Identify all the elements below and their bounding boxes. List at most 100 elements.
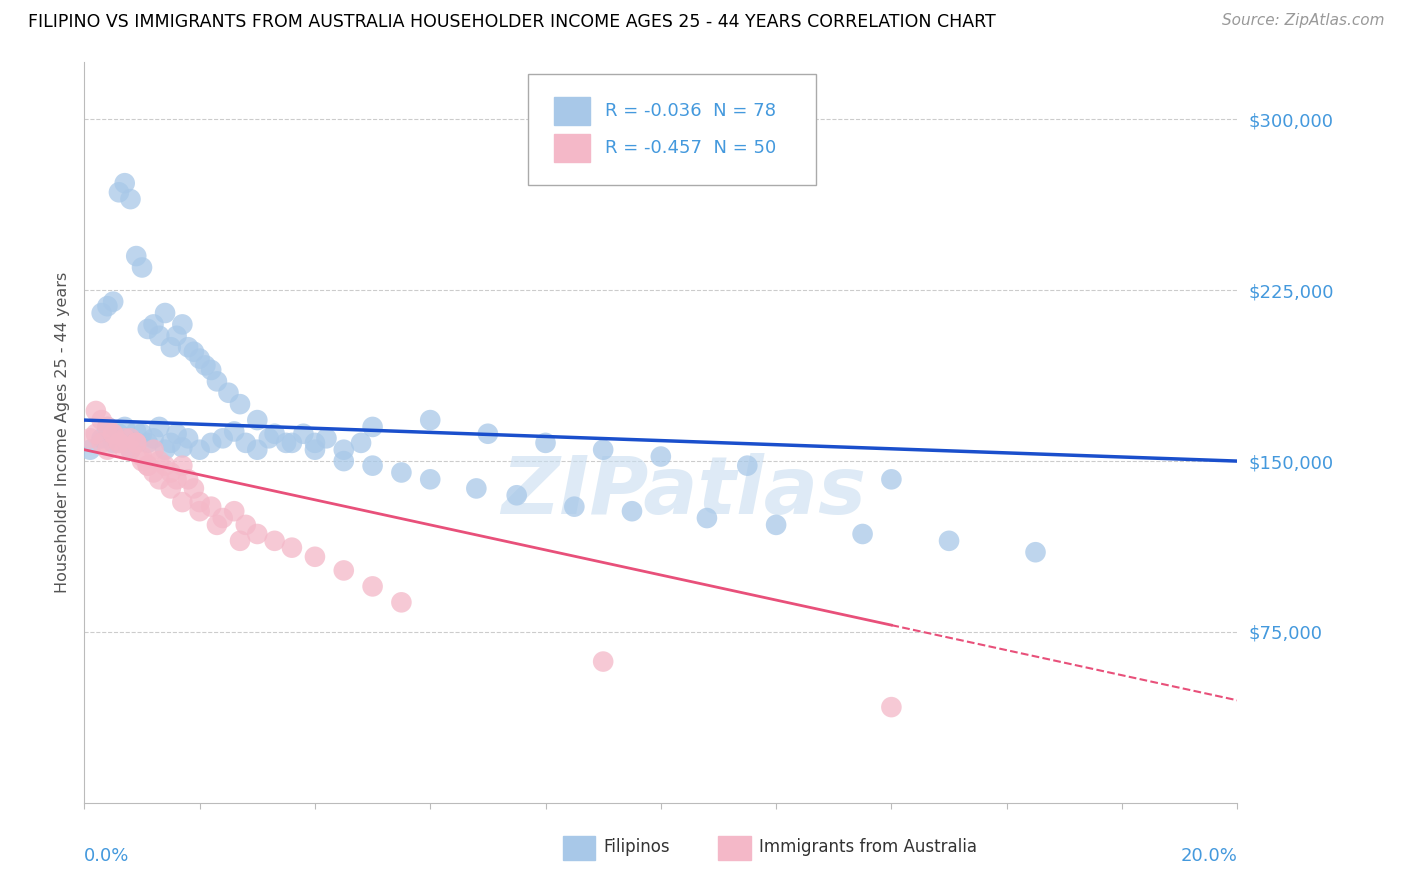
Point bbox=[246, 527, 269, 541]
Point bbox=[211, 511, 233, 525]
Point bbox=[534, 435, 557, 450]
Point bbox=[148, 454, 170, 468]
Point bbox=[419, 472, 441, 486]
Point bbox=[183, 482, 205, 496]
Point bbox=[1025, 545, 1047, 559]
Point bbox=[125, 249, 148, 263]
Point bbox=[148, 328, 170, 343]
Point bbox=[304, 442, 326, 457]
Point bbox=[166, 472, 188, 486]
Point bbox=[84, 426, 107, 441]
Text: Filipinos: Filipinos bbox=[603, 838, 669, 856]
Point bbox=[120, 431, 142, 445]
Point bbox=[142, 442, 165, 457]
Point bbox=[79, 442, 101, 457]
Point bbox=[120, 442, 142, 457]
Point bbox=[96, 442, 118, 457]
Point bbox=[120, 192, 142, 206]
Text: Immigrants from Australia: Immigrants from Australia bbox=[759, 838, 977, 856]
Point bbox=[136, 458, 159, 473]
Point bbox=[148, 420, 170, 434]
Point bbox=[621, 504, 644, 518]
Point bbox=[592, 655, 614, 669]
Point bbox=[172, 441, 194, 455]
Point bbox=[194, 359, 217, 373]
Point bbox=[108, 186, 131, 200]
Point bbox=[218, 385, 240, 400]
Point bbox=[114, 420, 136, 434]
Bar bbox=[554, 135, 591, 162]
Point bbox=[153, 442, 176, 457]
Point bbox=[114, 442, 136, 457]
Point bbox=[211, 431, 233, 445]
Point bbox=[205, 517, 228, 532]
Point bbox=[650, 450, 672, 464]
Point bbox=[120, 442, 142, 457]
Point bbox=[737, 458, 759, 473]
Text: Source: ZipAtlas.com: Source: ZipAtlas.com bbox=[1222, 13, 1385, 29]
Point bbox=[172, 318, 194, 332]
Point bbox=[160, 482, 183, 496]
Point bbox=[125, 425, 148, 439]
Point bbox=[172, 495, 194, 509]
Point bbox=[246, 413, 269, 427]
Point bbox=[419, 413, 441, 427]
Point bbox=[103, 426, 124, 441]
Point bbox=[246, 442, 269, 457]
Point bbox=[96, 420, 118, 434]
Point bbox=[79, 431, 101, 445]
Point bbox=[136, 322, 159, 336]
Point bbox=[108, 426, 131, 441]
Point bbox=[103, 435, 124, 450]
Point bbox=[90, 306, 112, 320]
Point bbox=[183, 344, 205, 359]
Point bbox=[114, 431, 136, 445]
Point bbox=[880, 472, 903, 486]
Point bbox=[852, 527, 875, 541]
Bar bbox=[718, 836, 751, 860]
Point bbox=[200, 435, 222, 450]
Point bbox=[263, 533, 285, 548]
Point bbox=[257, 431, 280, 445]
Point bbox=[281, 435, 304, 450]
Point bbox=[361, 579, 384, 593]
Point bbox=[131, 426, 153, 441]
Bar bbox=[554, 97, 591, 126]
Point bbox=[172, 458, 194, 473]
Point bbox=[361, 458, 384, 473]
Point bbox=[224, 425, 246, 439]
Point bbox=[177, 340, 200, 354]
Point bbox=[90, 435, 112, 450]
Point bbox=[361, 420, 384, 434]
Point bbox=[880, 700, 903, 714]
Point bbox=[136, 435, 159, 450]
Point bbox=[96, 299, 118, 313]
Point bbox=[391, 466, 413, 480]
Point bbox=[131, 450, 153, 464]
Point bbox=[235, 435, 257, 450]
Point bbox=[263, 426, 285, 441]
Point bbox=[765, 517, 787, 532]
Point bbox=[188, 351, 211, 366]
Point bbox=[564, 500, 586, 514]
Point bbox=[188, 504, 211, 518]
Point bbox=[160, 466, 183, 480]
Point bbox=[142, 318, 165, 332]
Text: ZIPatlas: ZIPatlas bbox=[502, 453, 866, 531]
Point bbox=[108, 435, 131, 450]
Point bbox=[465, 482, 488, 496]
Point bbox=[200, 363, 222, 377]
Point bbox=[350, 435, 373, 450]
Point bbox=[315, 431, 337, 445]
Point bbox=[506, 488, 529, 502]
Point bbox=[177, 431, 200, 445]
Point bbox=[160, 435, 183, 450]
Point bbox=[333, 442, 356, 457]
Point bbox=[96, 420, 118, 434]
Point bbox=[103, 294, 124, 309]
Point bbox=[304, 549, 326, 564]
Point bbox=[224, 504, 246, 518]
Point bbox=[114, 176, 136, 190]
Text: 0.0%: 0.0% bbox=[84, 847, 129, 865]
Point bbox=[304, 435, 326, 450]
